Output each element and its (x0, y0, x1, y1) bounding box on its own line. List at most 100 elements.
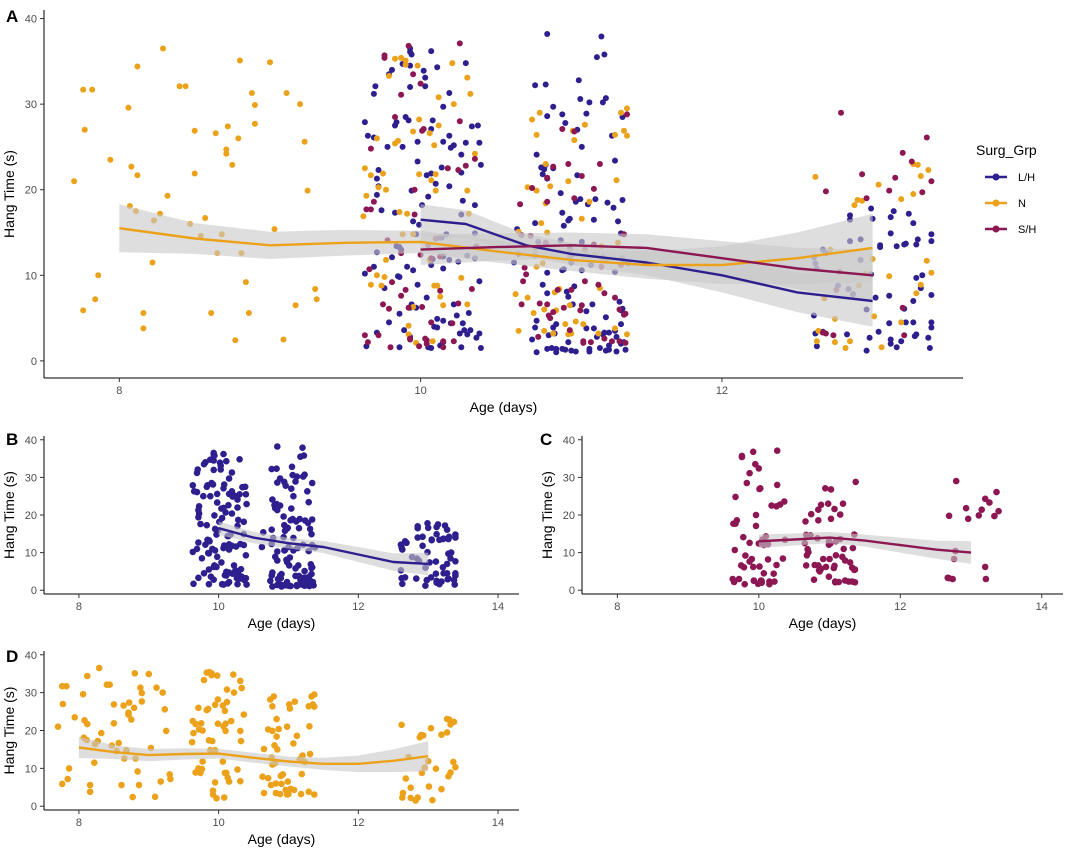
data-point (195, 539, 202, 546)
data-point (273, 733, 280, 740)
data-point (612, 294, 618, 301)
data-point (443, 729, 451, 736)
data-point (199, 727, 206, 734)
data-point (529, 116, 536, 123)
data-point (621, 311, 627, 318)
data-point (259, 773, 266, 780)
data-point (443, 715, 451, 723)
data-point (216, 459, 224, 467)
data-point (609, 338, 615, 345)
data-point (598, 33, 605, 40)
data-point (193, 488, 201, 496)
data-point (364, 132, 371, 139)
data-point (839, 553, 846, 561)
data-point (571, 137, 578, 144)
data-point (260, 745, 268, 753)
data-point (308, 564, 315, 572)
data-point (901, 332, 908, 339)
data-point (535, 333, 542, 340)
data-point (890, 208, 897, 215)
legend-key-point (992, 199, 1000, 207)
data-point (586, 198, 593, 205)
data-point (456, 330, 463, 337)
x-axis-title: Age (days) (789, 615, 857, 631)
data-point (742, 552, 749, 559)
x-tick-label: 8 (116, 385, 122, 397)
data-point (367, 281, 374, 288)
data-point (886, 187, 893, 194)
data-point (205, 566, 213, 573)
data-point (283, 556, 290, 564)
data-point (416, 116, 423, 123)
data-point (309, 701, 317, 708)
data-point (616, 298, 623, 305)
data-point (887, 340, 894, 347)
data-point (438, 731, 445, 738)
data-point (213, 672, 221, 679)
data-point (157, 778, 164, 785)
data-point (852, 478, 859, 486)
data-point (422, 83, 429, 90)
data-point (986, 499, 993, 506)
data-point (825, 573, 833, 580)
data-point (613, 177, 620, 184)
data-point (131, 670, 139, 677)
data-point (209, 545, 216, 553)
data-point (813, 343, 820, 350)
data-point (427, 724, 435, 732)
data-point (274, 548, 281, 555)
data-point (54, 723, 62, 730)
data-point (991, 512, 998, 520)
data-point (194, 466, 201, 473)
data-point (749, 563, 757, 571)
data-point (237, 737, 245, 745)
smooth-line (758, 536, 972, 554)
data-point (438, 785, 445, 793)
data-point (560, 304, 567, 311)
data-point (207, 492, 214, 500)
data-point (285, 701, 293, 708)
x-axis-title: Age (days) (248, 615, 316, 631)
data-point (923, 257, 930, 264)
data-point (926, 345, 933, 351)
data-point (292, 572, 299, 580)
data-point (134, 768, 141, 775)
data-point (925, 167, 932, 173)
data-point (234, 766, 241, 773)
data-point (240, 518, 248, 526)
data-point (202, 459, 209, 466)
data-point (419, 533, 426, 541)
data-point (380, 301, 386, 308)
panel-letter: A (6, 7, 18, 26)
data-point (981, 495, 989, 503)
data-point (291, 698, 299, 705)
data-point (218, 580, 226, 588)
data-point (898, 338, 905, 345)
legend-label: L/H (1018, 172, 1035, 184)
data-point (220, 504, 227, 512)
data-point (452, 763, 459, 771)
data-point (910, 298, 917, 304)
data-point (624, 105, 630, 112)
data-point (243, 581, 250, 588)
data-point (299, 444, 306, 452)
data-point (621, 127, 627, 134)
data-point (760, 570, 768, 577)
data-point (223, 146, 230, 153)
smooth-line (218, 527, 429, 566)
data-point (432, 171, 439, 178)
data-point (229, 493, 236, 500)
y-tick-label: 10 (563, 548, 575, 560)
data-point (428, 48, 435, 55)
data-point (822, 188, 829, 195)
data-point (919, 272, 926, 279)
data-point (602, 95, 609, 102)
data-point (404, 210, 411, 217)
data-point (886, 292, 893, 299)
data-point (410, 267, 417, 274)
data-point (766, 580, 773, 588)
data-point (212, 130, 219, 137)
data-point (308, 570, 315, 578)
data-point (411, 186, 418, 193)
data-point (279, 771, 287, 778)
